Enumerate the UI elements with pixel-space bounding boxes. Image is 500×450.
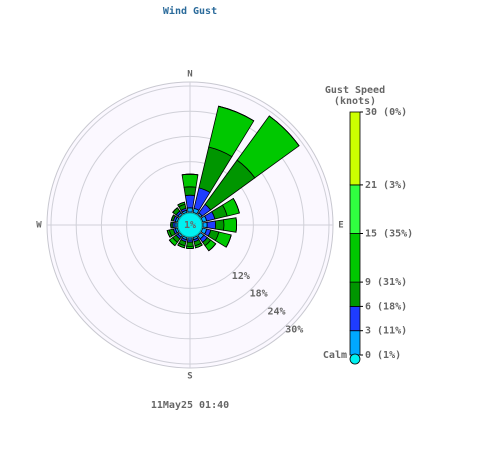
legend-tick-label: 6 (18%) [365,301,407,312]
direction-label: W [36,221,42,231]
wedge-segment [183,186,197,197]
wedge-segment [232,198,240,214]
wedge-segment [223,217,237,233]
r-tick-label: 24% [267,306,285,317]
legend-subtitle: (knots) [334,96,376,107]
legend-swatch [349,330,361,356]
direction-label: S [187,372,192,382]
calm-label: 1% [184,220,196,231]
wedge-segment [184,194,196,209]
legend-swatch [349,281,361,307]
direction-label: N [187,70,192,80]
legend-swatch [349,233,361,283]
legend-swatch [349,305,361,332]
legend-swatch [349,184,361,234]
chart-title: Wind Gust [163,5,217,17]
legend-calm [349,353,361,365]
wedge-segment [218,105,255,122]
legend-tick-label: 30 (0%) [365,107,407,118]
wedge-segment [186,207,194,213]
r-tick-label: 18% [250,289,268,300]
grid-ring [100,135,280,315]
grid-ring [75,110,305,340]
wedge-segment [214,219,225,231]
direction-label: E [338,221,343,231]
grid-ring [126,161,254,289]
wedge-segment [206,220,216,230]
legend-tick-label: 15 (35%) [365,229,413,240]
wedge-segment [202,221,208,229]
calm-circle [177,212,203,238]
grid-ring [50,85,330,365]
legend-tick-label: 9 (31%) [365,277,407,288]
legend-tick-label: 21 (3%) [365,180,407,191]
r-tick-label: 12% [232,271,250,282]
timestamp: 11May25 01:40 [151,400,229,411]
legend-title: Gust Speed [325,85,385,96]
legend-swatch [349,111,361,186]
legend-tick-label: 0 (1%) [365,350,401,361]
wedge-segment [181,173,199,188]
legend-calm-label: Calm [323,350,347,361]
legend-tick-label: 3 (11%) [365,326,407,337]
r-tick-label: 30% [285,324,303,335]
wedge-segment [172,207,178,213]
wedge-segment [186,241,194,247]
wedge-segment [170,214,174,221]
